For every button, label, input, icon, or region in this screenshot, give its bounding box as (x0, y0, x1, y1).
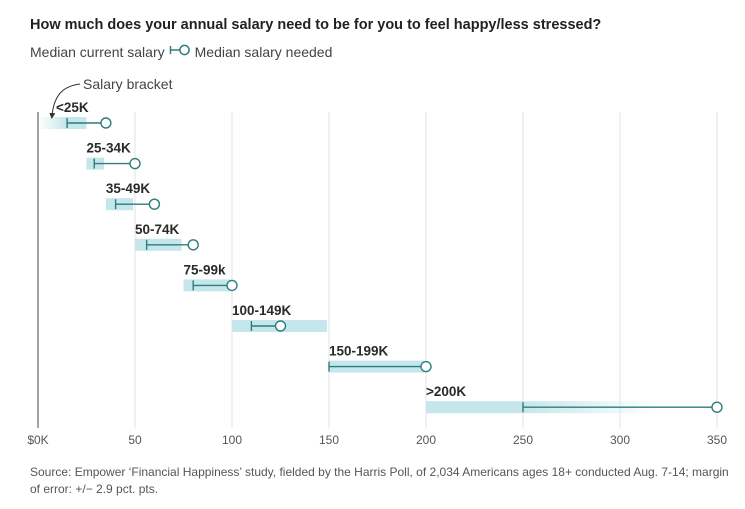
dumbbell-legend-icon (169, 43, 191, 60)
source-note: Source: Empower ‘Financial Happiness’ st… (30, 465, 729, 496)
bracket-row: 100-149K (232, 303, 328, 332)
needed-salary-circle (274, 320, 287, 332)
x-tick-label: 50 (128, 433, 142, 447)
x-tick-label: 250 (513, 433, 533, 447)
x-tick-label: 150 (319, 433, 339, 447)
annotation-arrow (49, 83, 81, 119)
x-axis: $0K 50 100 150 200 250 300 350 (27, 433, 727, 447)
bracket-label: 150-199K (329, 344, 389, 359)
bracket-row: >200K (426, 384, 723, 414)
needed-salary-circle (226, 279, 238, 292)
gridlines (37, 112, 718, 428)
needed-salary-circle (129, 157, 141, 170)
bracket-row: 50-74K (135, 222, 199, 251)
x-tick-label: 300 (610, 433, 630, 447)
legend: Median current salary Median salary need… (30, 43, 332, 60)
bracket-row: 150-199K (328, 344, 432, 373)
annotation-label: Salary bracket (83, 76, 173, 92)
x-tick-label: 200 (416, 433, 436, 447)
chart-title: How much does your annual salary need to… (30, 17, 602, 33)
bracket-row: 25-34K (86, 141, 141, 170)
bracket-row: 75-99k (183, 262, 238, 292)
needed-salary-circle (420, 360, 432, 373)
plot-rows: <25K 25-34K 35-49K 50-74K 75-99k 100-149K 150-… (38, 100, 723, 414)
bracket-row: <25K (38, 100, 112, 129)
bracket-label: 25-34K (87, 141, 132, 156)
x-tick-label: 100 (222, 433, 242, 447)
needed-salary-circle (148, 198, 161, 210)
legend-current-label: Median current salary (30, 43, 165, 60)
needed-salary-circle (100, 117, 112, 129)
bracket-row: 35-49K (105, 181, 161, 211)
needed-salary-circle (711, 401, 723, 413)
x-tick-label: $0K (27, 433, 48, 447)
bracket-label: >200K (426, 384, 466, 399)
bracket-label: 50-74K (135, 222, 180, 237)
bracket-label: 35-49K (106, 181, 151, 196)
bracket-label: 75-99k (184, 262, 227, 277)
bracket-label: <25K (56, 100, 89, 115)
salary-bracket-annotation: Salary bracket (49, 76, 173, 119)
bracket-band (38, 117, 87, 129)
bracket-label: 100-149K (232, 303, 292, 318)
legend-needed-label: Median salary needed (194, 43, 333, 60)
x-tick-label: 350 (707, 433, 727, 447)
needed-salary-circle (187, 239, 199, 251)
